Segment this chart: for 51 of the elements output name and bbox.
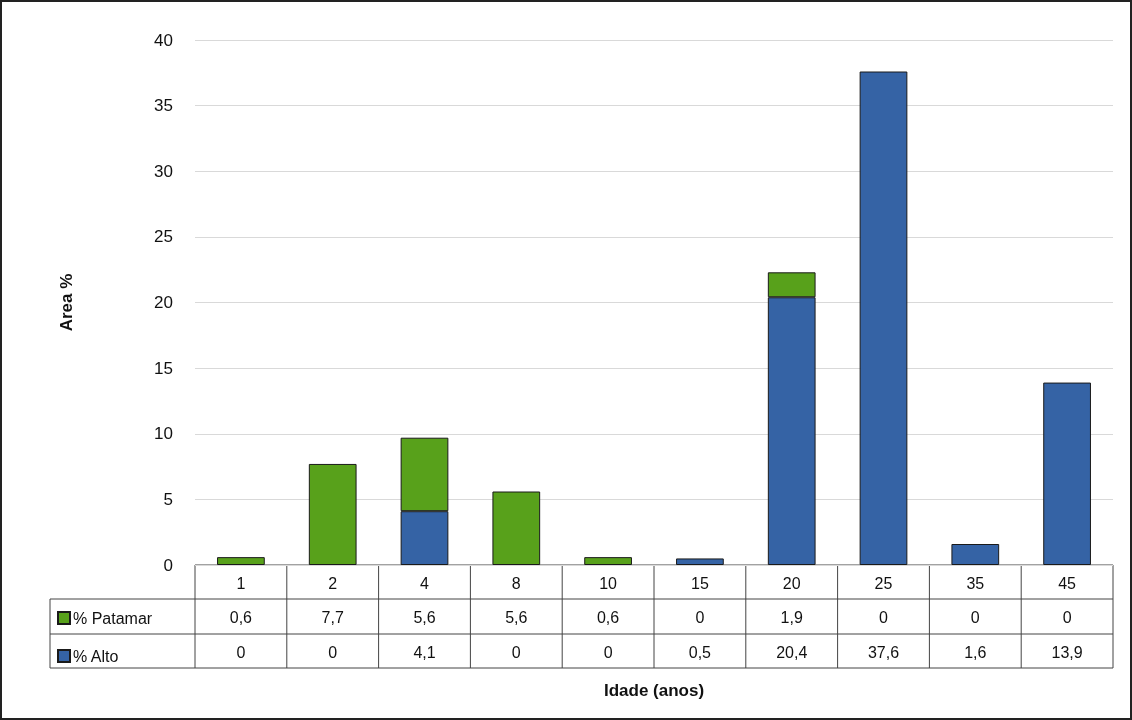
x-tick-label: 2 xyxy=(328,574,338,592)
x-tick-label: 8 xyxy=(511,574,521,592)
x-tick-label: 20 xyxy=(782,574,801,592)
x-tick-label: 35 xyxy=(966,574,985,592)
y-tick-label: 40 xyxy=(154,30,173,50)
x-tick-label: 15 xyxy=(691,574,709,592)
x-tick-label: 10 xyxy=(599,574,618,592)
x-tick-label: 45 xyxy=(1058,574,1077,592)
data-label: 4,1 xyxy=(413,643,436,661)
data-label: 13,9 xyxy=(1051,643,1083,661)
bar xyxy=(308,463,357,565)
y-tick-label: 5 xyxy=(163,489,173,509)
bar xyxy=(676,558,724,565)
bar xyxy=(859,71,908,565)
bar xyxy=(951,544,1000,565)
x-tick-label: 25 xyxy=(874,574,893,592)
y-tick-label: 30 xyxy=(154,161,173,181)
legend-label: % Patamar xyxy=(73,609,153,627)
data-label: 0,6 xyxy=(596,609,620,627)
data-label: 0 xyxy=(1062,609,1072,627)
data-label: 5,6 xyxy=(413,609,436,627)
y-tick-label: 0 xyxy=(163,555,173,575)
data-label: 5,6 xyxy=(505,609,528,627)
data-label: 0 xyxy=(603,643,613,661)
data-label: 1,9 xyxy=(780,609,803,627)
y-tick-label: 25 xyxy=(154,227,173,247)
x-tick-label: 1 xyxy=(236,574,246,592)
y-tick-label: 35 xyxy=(154,96,173,116)
data-label: 0 xyxy=(328,643,338,661)
data-label: 0,6 xyxy=(229,609,253,627)
text: Idade (anos) xyxy=(603,680,705,700)
bar xyxy=(584,557,632,565)
data-label: 0 xyxy=(511,643,521,661)
data-label: 37,6 xyxy=(867,643,900,661)
data-label: 0 xyxy=(970,609,980,627)
bar xyxy=(492,491,541,565)
y-tick-label: 20 xyxy=(154,293,173,312)
bar xyxy=(1043,382,1091,565)
data-label: 7,7 xyxy=(321,609,344,627)
data-label: 0,5 xyxy=(688,643,712,661)
data-label: 0 xyxy=(695,609,705,627)
data-label: 0 xyxy=(236,643,246,661)
data-label: 0 xyxy=(879,609,889,627)
bar xyxy=(217,557,265,565)
legend-label: % Alto xyxy=(73,647,119,665)
y-tick-label: 15 xyxy=(154,358,173,378)
data-label: 20,4 xyxy=(776,643,808,661)
data-label: 1,6 xyxy=(964,643,987,661)
y-axis-title: Area % xyxy=(57,273,76,332)
y-tick-label: 10 xyxy=(154,424,173,444)
x-tick-label: 4 xyxy=(420,574,430,592)
